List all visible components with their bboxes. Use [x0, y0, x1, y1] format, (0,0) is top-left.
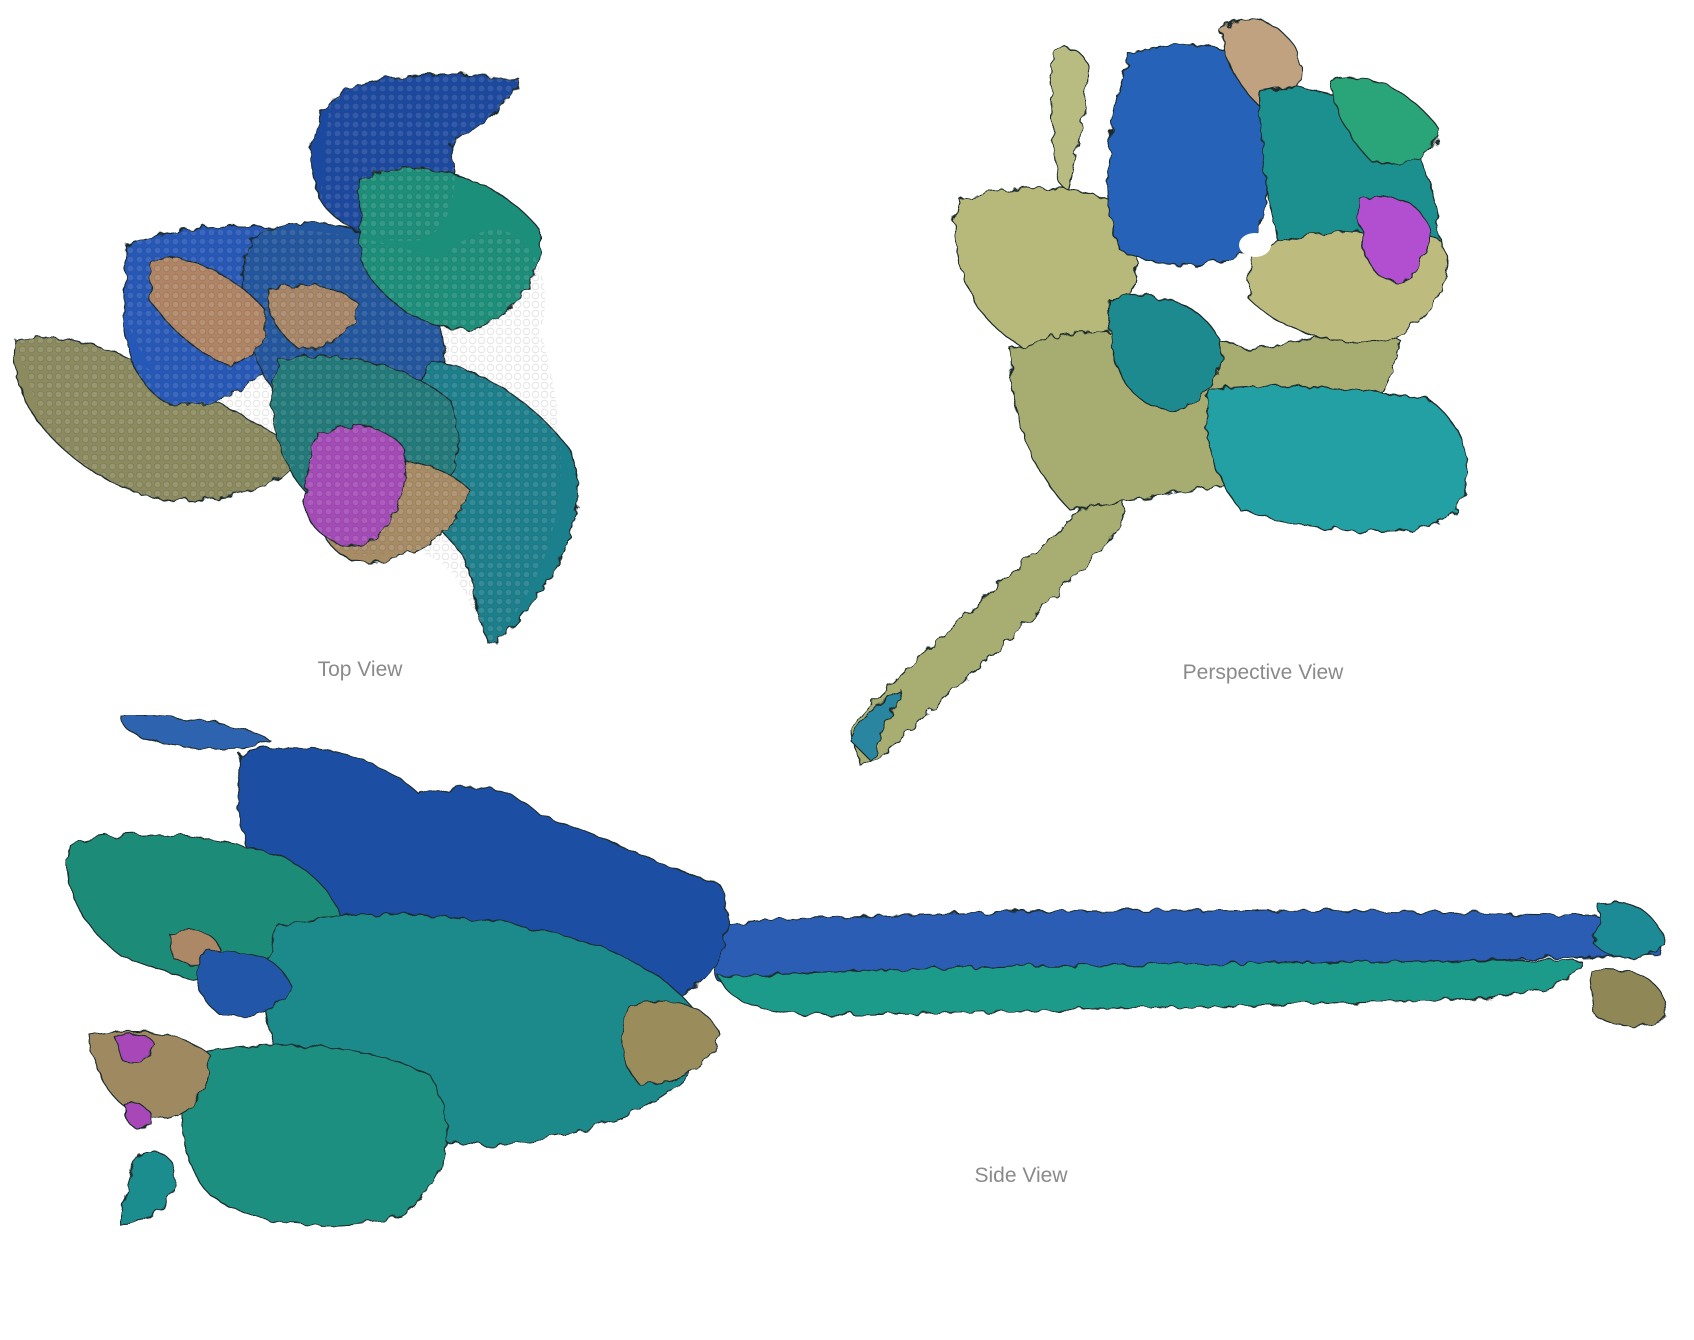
green-top-chain — [1329, 76, 1441, 165]
teal-center-chain — [1108, 295, 1222, 411]
top-view-molecule-render — [0, 30, 660, 680]
top-view-label: Top View — [317, 658, 403, 681]
magenta-chain — [114, 1032, 156, 1063]
blue-lower-chain — [196, 950, 291, 1018]
blue-tail-chain — [119, 715, 272, 751]
rod-teal-chain — [719, 959, 1581, 1016]
perspective-view-label: Perspective View — [1182, 661, 1344, 684]
olive-junction-chain — [620, 1000, 721, 1086]
stalk-chain — [849, 479, 1126, 766]
rod-end-teal-chain — [1594, 901, 1666, 959]
magenta-chain-2 — [124, 1103, 153, 1130]
teal-tail-chain — [119, 1151, 177, 1227]
hole — [1239, 233, 1271, 257]
perspective-view-svg — [849, 19, 1469, 766]
perspective-view-molecule-render — [830, 0, 1640, 780]
top-view-svg — [13, 73, 579, 646]
teal-lower-chain — [1205, 385, 1469, 532]
side-view-label: Side View — [974, 1164, 1068, 1187]
khaki-spike-chain — [1050, 47, 1089, 191]
side-view-svg — [66, 715, 1666, 1227]
stalk-teal-edge — [849, 688, 902, 762]
side-view-molecule-render — [40, 715, 1680, 1335]
green-lower-chain — [181, 1044, 448, 1226]
magenta-chain — [1359, 195, 1431, 283]
rod-end-tan-chain — [1589, 968, 1666, 1027]
